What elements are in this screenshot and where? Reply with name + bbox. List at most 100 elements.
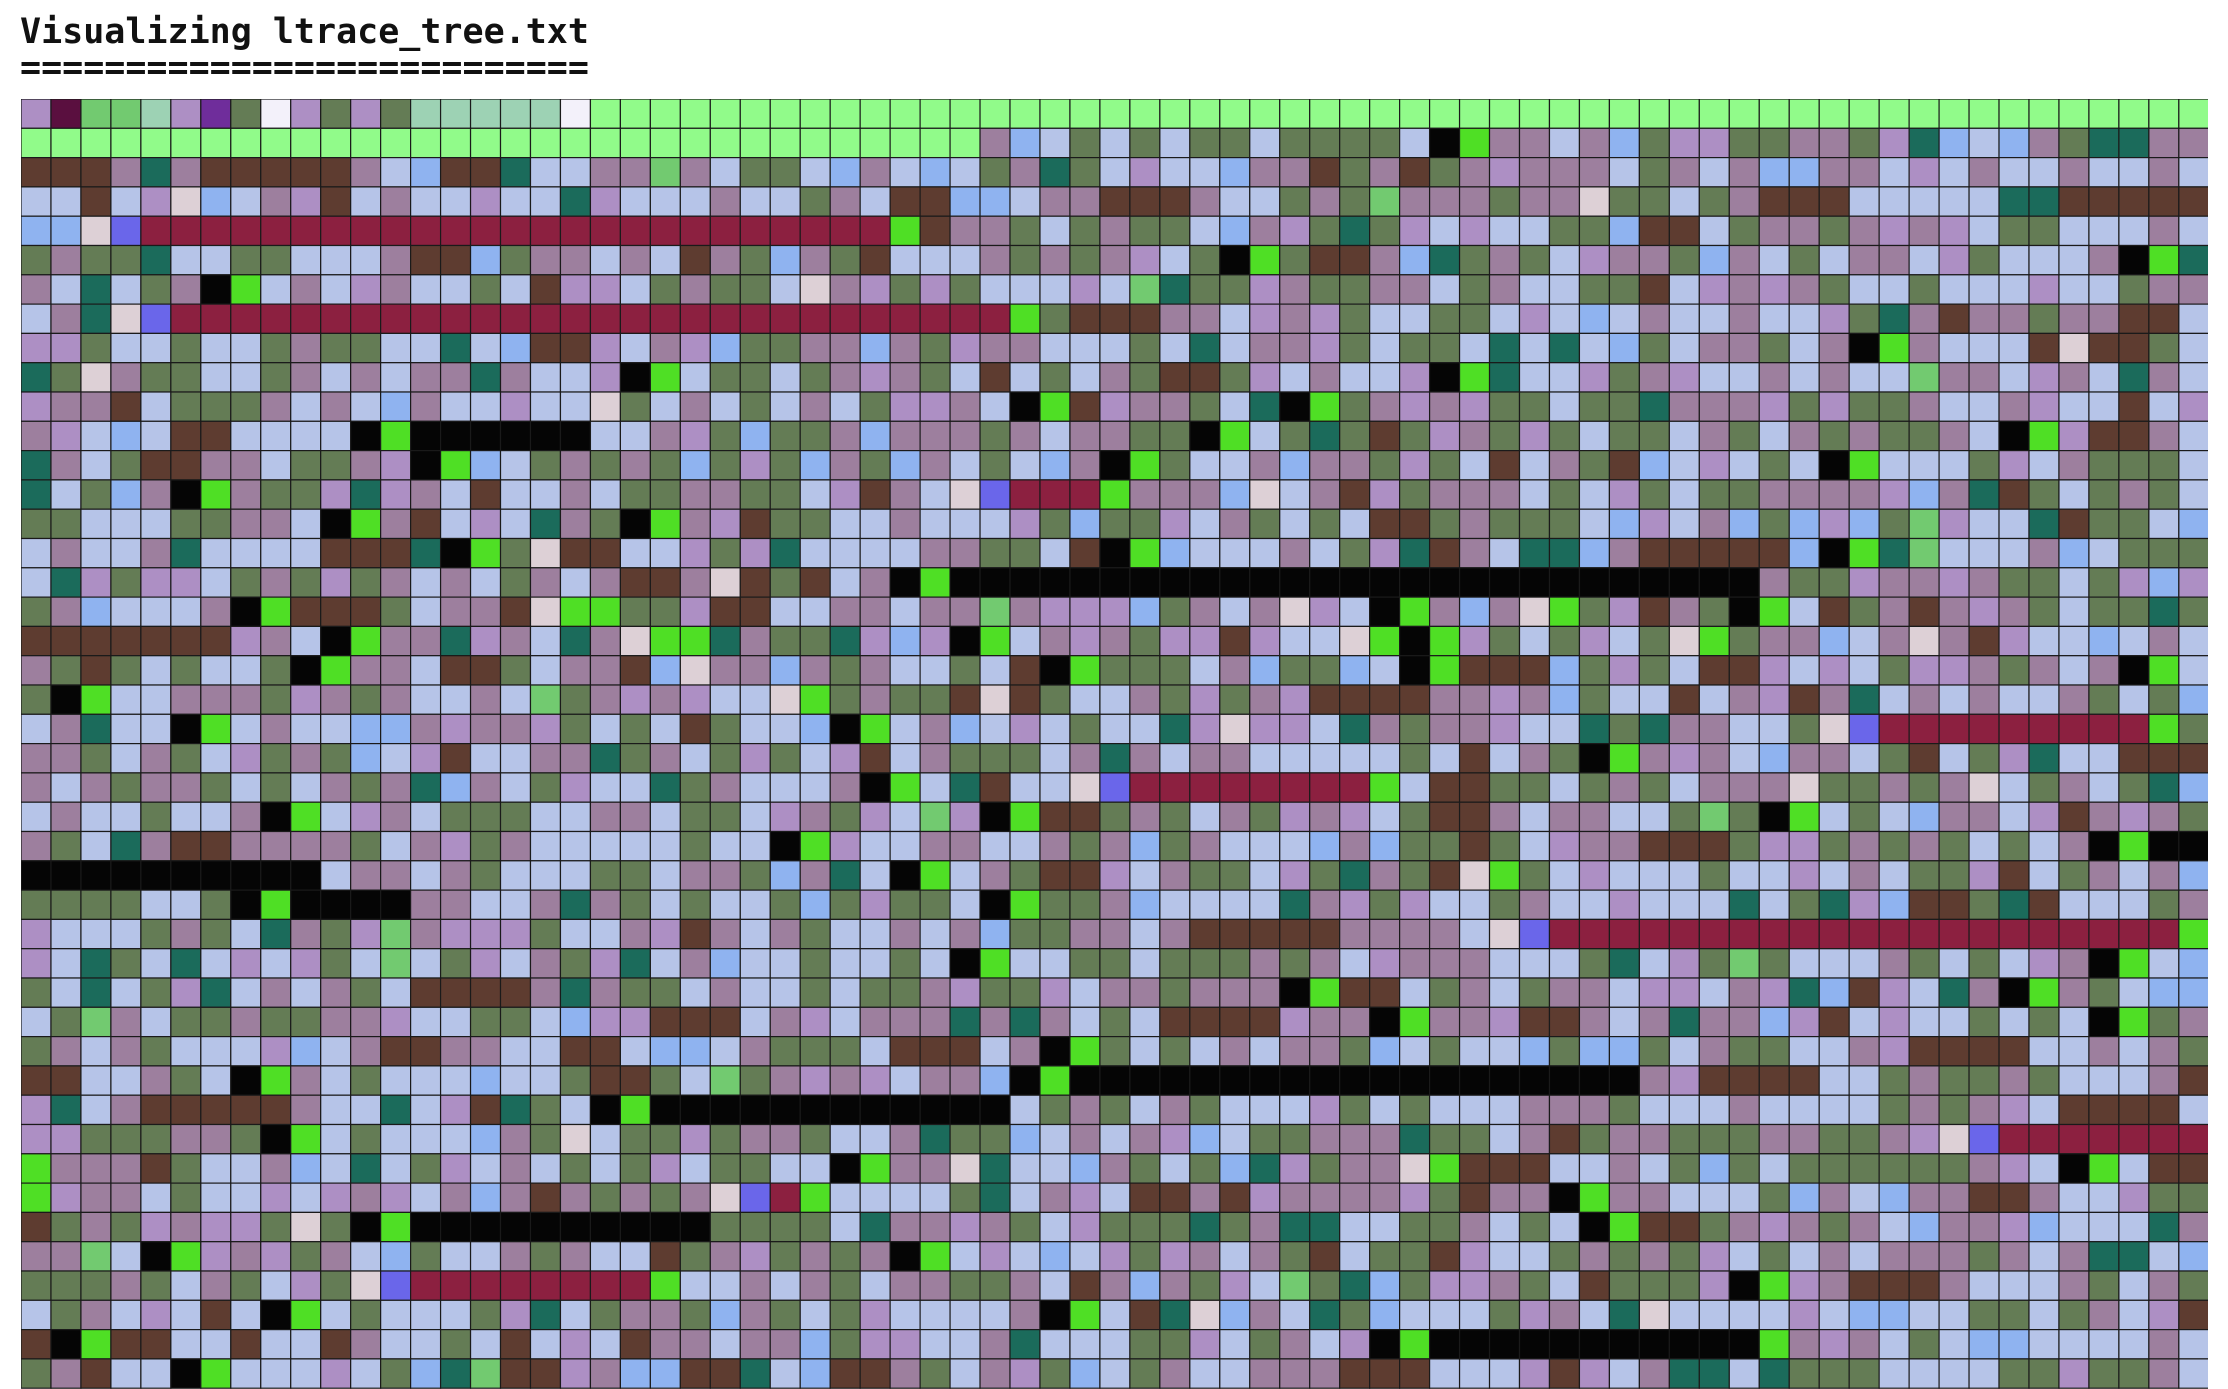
grid-cell (769, 1299, 801, 1331)
grid-cell (979, 156, 1011, 188)
grid-cell (1279, 1123, 1311, 1155)
grid-cell (2088, 860, 2120, 891)
grid-cell (1369, 1270, 1401, 1301)
grid-cell (769, 362, 801, 393)
grid-cell (200, 332, 232, 364)
grid-cell (1099, 391, 1131, 422)
grid-cell (2028, 1328, 2060, 1360)
grid-cell (1219, 303, 1251, 335)
grid-cell (1938, 801, 1970, 833)
grid-cell (200, 1211, 232, 1243)
grid-cell (1219, 215, 1251, 247)
grid-cell (380, 215, 412, 247)
grid-cell (769, 1358, 801, 1389)
grid-cell (50, 1358, 82, 1389)
grid-cell (1369, 391, 1401, 422)
grid-cell (1548, 274, 1581, 305)
grid-cell (889, 1299, 921, 1331)
grid-cell (230, 508, 262, 540)
grid-cell (739, 889, 771, 920)
grid-cell (1099, 332, 1131, 364)
grid-cell (1309, 977, 1341, 1008)
grid-cell (1998, 713, 2030, 745)
grid-cell (2118, 596, 2150, 628)
grid-cell (1548, 420, 1581, 452)
grid-cell (1848, 977, 1880, 1008)
grid-cell (1878, 450, 1910, 481)
grid-cell (1938, 1065, 1970, 1096)
grid-cell (469, 332, 502, 364)
grid-cell (1638, 1211, 1670, 1243)
grid-cell (1099, 1065, 1131, 1096)
grid-cell (1249, 625, 1281, 657)
grid-cell (1938, 420, 1970, 452)
grid-cell (859, 567, 891, 598)
grid-cell (889, 684, 921, 715)
grid-cell (1309, 215, 1341, 247)
grid-cell (1009, 1006, 1041, 1038)
grid-cell (979, 1006, 1011, 1038)
grid-cell (769, 391, 801, 422)
grid-cell (1698, 567, 1730, 598)
grid-cell (1458, 215, 1491, 247)
grid-cell (1339, 1035, 1371, 1067)
grid-cell (1458, 625, 1491, 657)
grid-cell (2148, 1094, 2180, 1126)
grid-cell (1339, 772, 1371, 803)
grid-cell (829, 1328, 861, 1360)
grid-cell (200, 1006, 232, 1038)
grid-cell (859, 362, 891, 393)
grid-cell (2178, 830, 2208, 862)
grid-cell (1488, 508, 1521, 540)
grid-cell (889, 860, 921, 891)
grid-cell (1399, 918, 1431, 950)
grid-cell (979, 948, 1011, 979)
grid-cell (1638, 567, 1670, 598)
grid-cell (1608, 625, 1640, 657)
grid-cell (2028, 1153, 2060, 1184)
grid-cell (2088, 1358, 2120, 1389)
grid-cell (1189, 977, 1221, 1008)
grid-cell (1878, 860, 1910, 891)
grid-cell (469, 625, 502, 657)
grid-cell (170, 567, 202, 598)
grid-cell (529, 508, 562, 540)
grid-cell (529, 391, 562, 422)
grid-cell (50, 567, 82, 598)
grid-cell (769, 684, 801, 715)
grid-cell (200, 801, 232, 833)
grid-cell (1129, 596, 1161, 628)
grid-cell (1309, 99, 1341, 129)
grid-cell (1638, 596, 1670, 628)
grid-cell (1548, 303, 1581, 335)
grid-cell (2178, 772, 2208, 803)
grid-cell (919, 830, 951, 862)
grid-cell (380, 1299, 412, 1331)
grid-cell (1728, 742, 1760, 774)
grid-cell (589, 918, 621, 950)
grid-cell (1968, 1182, 2000, 1213)
grid-cell (21, 1035, 52, 1067)
grid-cell (559, 303, 592, 335)
grid-cell (1758, 1123, 1790, 1155)
grid-cell (979, 303, 1011, 335)
grid-cell (1069, 948, 1101, 979)
grid-cell (979, 713, 1011, 745)
grid-cell (1069, 215, 1101, 247)
grid-cell (619, 889, 651, 920)
grid-cell (589, 1241, 621, 1272)
grid-cell (1638, 274, 1670, 305)
grid-cell (499, 127, 532, 159)
grid-cell (1968, 303, 2000, 335)
grid-cell (979, 1241, 1011, 1272)
grid-cell (709, 127, 741, 159)
grid-cell (1908, 713, 1940, 745)
grid-cell (1039, 420, 1071, 452)
grid-cell (1129, 1065, 1161, 1096)
grid-cell (2178, 1328, 2208, 1360)
grid-cell (1189, 1123, 1221, 1155)
grid-cell (1788, 1065, 1820, 1096)
grid-cell (799, 1328, 831, 1360)
grid-cell (260, 889, 292, 920)
grid-cell (1788, 244, 1820, 276)
